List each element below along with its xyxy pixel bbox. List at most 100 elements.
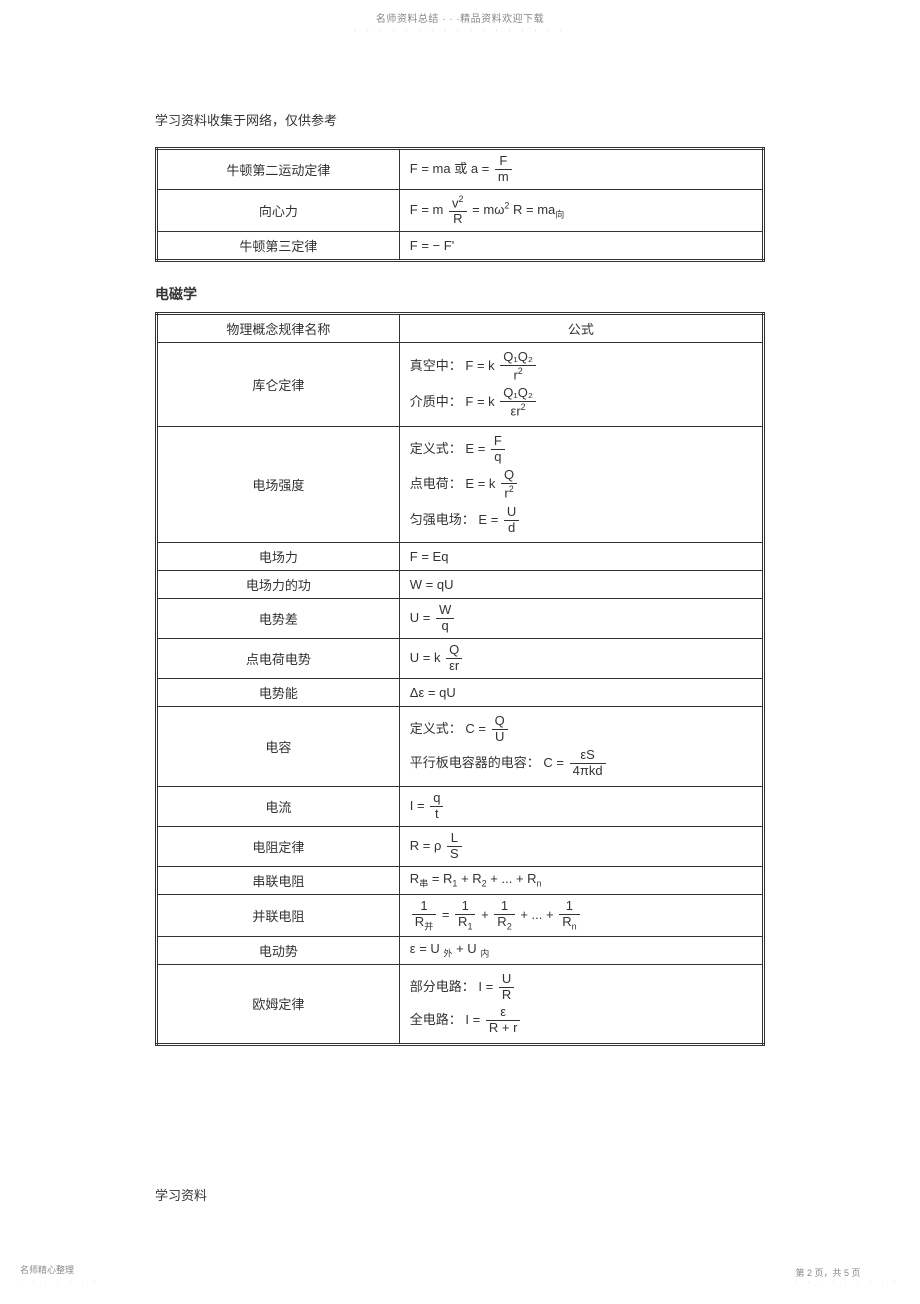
row-label: 库仑定律 (157, 343, 400, 427)
row-label: 电场力的功 (157, 571, 400, 599)
formula-text: 平行板电容器的电容： C = (410, 755, 564, 770)
fraction: Q₁Q₂εr2 (500, 386, 536, 419)
table-row: 电场强度 定义式： E = Fq 点电荷： E = k Qr2 匀强电场： E … (157, 427, 764, 543)
row-formula: Δε = qU (399, 679, 763, 707)
table-row: 电阻定律 R = ρ LS (157, 826, 764, 866)
formula-text: 匀强电场： E = (410, 511, 499, 526)
row-formula: R = ρ LS (399, 826, 763, 866)
fraction: Qr2 (501, 468, 517, 501)
row-label: 电流 (157, 786, 400, 826)
row-label: 电动势 (157, 936, 400, 964)
table-row: 牛顿第二运动定律 F = ma 或 a = Fm (157, 149, 764, 190)
row-formula: W = qU (399, 571, 763, 599)
row-label: 向心力 (157, 189, 400, 231)
section-title: 电磁学 (155, 284, 765, 304)
formula-text: 部分电路： I = (410, 978, 493, 993)
row-label: 电场力 (157, 543, 400, 571)
row-formula: R串 = R1 + R2 + ... + Rn (399, 866, 763, 894)
fraction: Fq (491, 434, 505, 465)
table-row: 串联电阻 R串 = R1 + R2 + ... + Rn (157, 866, 764, 894)
row-label: 串联电阻 (157, 866, 400, 894)
formula-text: 定义式： C = (410, 721, 486, 736)
row-label: 牛顿第三定律 (157, 232, 400, 261)
formula-text: = mω (472, 202, 504, 217)
row-formula: 1R并 = 1R1 + 1R2 + ... + 1Rn (399, 894, 763, 936)
fraction: Fm (495, 154, 512, 185)
formula-text: + R (461, 871, 482, 886)
row-formula: ε = U 外 + U 内 (399, 936, 763, 964)
row-formula: U = k Qεr (399, 639, 763, 679)
formula-text: F = ma 或 a = (410, 161, 489, 176)
fraction: 1R1 (455, 899, 475, 932)
row-label: 牛顿第二运动定律 (157, 149, 400, 190)
formula-text: = R (432, 871, 453, 886)
fraction: v2R (449, 194, 467, 227)
row-label: 电势能 (157, 679, 400, 707)
formula-text: 全电路： I = (410, 1012, 480, 1027)
formula-text: + ... + R (490, 871, 536, 886)
footer-dots: · · · · · · · · · (795, 1279, 900, 1286)
row-label: 电阻定律 (157, 826, 400, 866)
row-label: 点电荷电势 (157, 639, 400, 679)
row-formula: 定义式： C = QU 平行板电容器的电容： C = εS4πkd (399, 707, 763, 787)
fraction: UR (499, 972, 514, 1003)
table-row: 电势能 Δε = qU (157, 679, 764, 707)
col-header: 物理概念规律名称 (157, 314, 400, 343)
row-label: 电场强度 (157, 427, 400, 543)
formula-text: F = m (410, 202, 444, 217)
page-content: 学习资料收集于网络，仅供参考 牛顿第二运动定律 F = ma 或 a = Fm … (155, 110, 765, 1046)
table-row: 库仑定律 真空中： F = k Q₁Q₂r2 介质中： F = k Q₁Q₂εr… (157, 343, 764, 427)
table-row: 电容 定义式： C = QU 平行板电容器的电容： C = εS4πkd (157, 707, 764, 787)
table-row: 并联电阻 1R并 = 1R1 + 1R2 + ... + 1Rn (157, 894, 764, 936)
header-banner: 名师资料总结 · · ·精品资料欢迎下载 · · · · · · · · · ·… (0, 10, 920, 36)
table-row: 欧姆定律 部分电路： I = UR 全电路： I = εR + r (157, 964, 764, 1045)
row-formula: 定义式： E = Fq 点电荷： E = k Qr2 匀强电场： E = Ud (399, 427, 763, 543)
mechanics-table: 牛顿第二运动定律 F = ma 或 a = Fm 向心力 F = m v2R =… (155, 147, 765, 262)
footer-right-text: 第 2 页，共 5 页 (795, 1268, 860, 1278)
formula-text: = (442, 907, 453, 922)
header-dots: · · · · · · · · · · · · · · · · · (354, 26, 567, 35)
table-row: 电场力 F = Eq (157, 543, 764, 571)
fraction: Ud (504, 505, 519, 536)
fraction: qt (430, 791, 443, 822)
formula-text: I = (410, 798, 425, 813)
table-row: 电动势 ε = U 外 + U 内 (157, 936, 764, 964)
fraction: Qεr (446, 643, 462, 674)
fraction: 1R并 (412, 899, 436, 932)
formula-text: 真空中： F = k (410, 358, 495, 373)
col-header: 公式 (399, 314, 763, 343)
formula-text: R = ρ (410, 838, 442, 853)
fraction: Q₁Q₂r2 (500, 350, 536, 383)
formula-text: R (410, 871, 419, 886)
table-row: 牛顿第三定律 F = − F' (157, 232, 764, 261)
footer-right: 第 2 页，共 5 页 · · · · · · · · · (795, 1266, 900, 1286)
formula-text: 定义式： E = (410, 441, 486, 456)
fraction: εS4πkd (570, 748, 606, 779)
table-header-row: 物理概念规律名称 公式 (157, 314, 764, 343)
note-foot: 学习资料 (155, 1185, 207, 1204)
row-formula: 真空中： F = k Q₁Q₂r2 介质中： F = k Q₁Q₂εr2 (399, 343, 763, 427)
row-label: 并联电阻 (157, 894, 400, 936)
formula-text: R = ma (513, 202, 555, 217)
fraction: 1R2 (494, 899, 514, 932)
row-formula: I = qt (399, 786, 763, 826)
formula-text: + ... + (520, 907, 557, 922)
formula-text: U = (410, 610, 431, 625)
row-formula: 部分电路： I = UR 全电路： I = εR + r (399, 964, 763, 1045)
table-row: 电场力的功 W = qU (157, 571, 764, 599)
table-row: 电势差 U = Wq (157, 599, 764, 639)
formula-text: ε = U (410, 941, 444, 956)
row-formula: F = ma 或 a = Fm (399, 149, 763, 190)
formula-text: + U (456, 941, 480, 956)
footer-left-text: 名师精心整理 (20, 1265, 74, 1275)
row-formula: F = − F' (399, 232, 763, 261)
note-head: 学习资料收集于网络，仅供参考 (155, 110, 765, 129)
row-formula: F = Eq (399, 543, 763, 571)
fraction: Wq (436, 603, 454, 634)
row-label: 欧姆定律 (157, 964, 400, 1045)
formula-text: 点电荷： E = k (410, 476, 496, 491)
header-text: 名师资料总结 · · ·精品资料欢迎下载 (376, 14, 544, 25)
fraction: εR + r (486, 1005, 521, 1036)
row-formula: F = m v2R = mω2 R = ma向 (399, 189, 763, 231)
formula-text: + (481, 907, 492, 922)
